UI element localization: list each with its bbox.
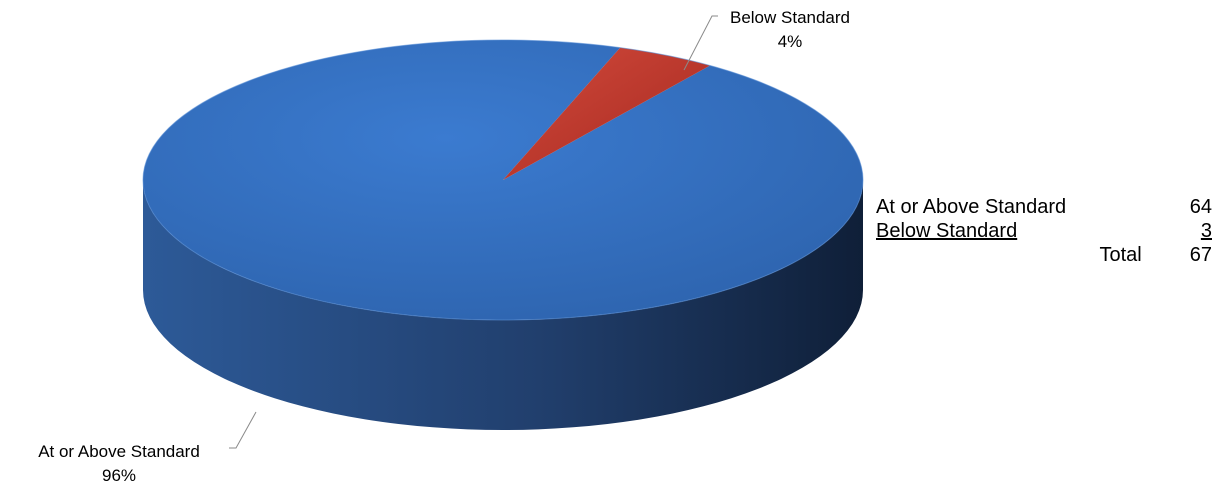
summary-value-at-or-above: 64 xyxy=(1189,196,1212,218)
summary-table: At or Above Standard 64 Below Standard 3… xyxy=(876,195,1212,267)
summary-total-label: Total xyxy=(1099,244,1142,266)
data-label-at-or-above-standard-percent: 96% xyxy=(102,466,136,485)
summary-row-total: Total 67 xyxy=(876,243,1213,267)
data-label-below-standard-name: Below Standard xyxy=(730,8,850,27)
data-label-at-or-above-standard-name: At or Above Standard xyxy=(38,442,200,461)
summary-label-at-or-above: At or Above Standard xyxy=(876,196,1067,218)
pie-slice-below-standard xyxy=(503,47,711,181)
summary-value-below: 3 xyxy=(1200,220,1212,242)
leader-line-at-or-above-standard xyxy=(229,411,257,449)
summary-row-at-or-above: At or Above Standard 64 xyxy=(876,195,1212,219)
data-label-below-standard-percent: 4% xyxy=(778,32,803,51)
summary-total-value: 67 xyxy=(1189,244,1212,266)
pie-slice-at-or-above-standard xyxy=(143,39,864,320)
summary-row-below: Below Standard 3 xyxy=(876,219,1212,243)
leader-line-below-standard xyxy=(683,15,718,71)
summary-label-below: Below Standard xyxy=(876,220,1018,242)
pie-side-wall xyxy=(143,180,863,430)
pie-top-rim xyxy=(142,39,864,321)
